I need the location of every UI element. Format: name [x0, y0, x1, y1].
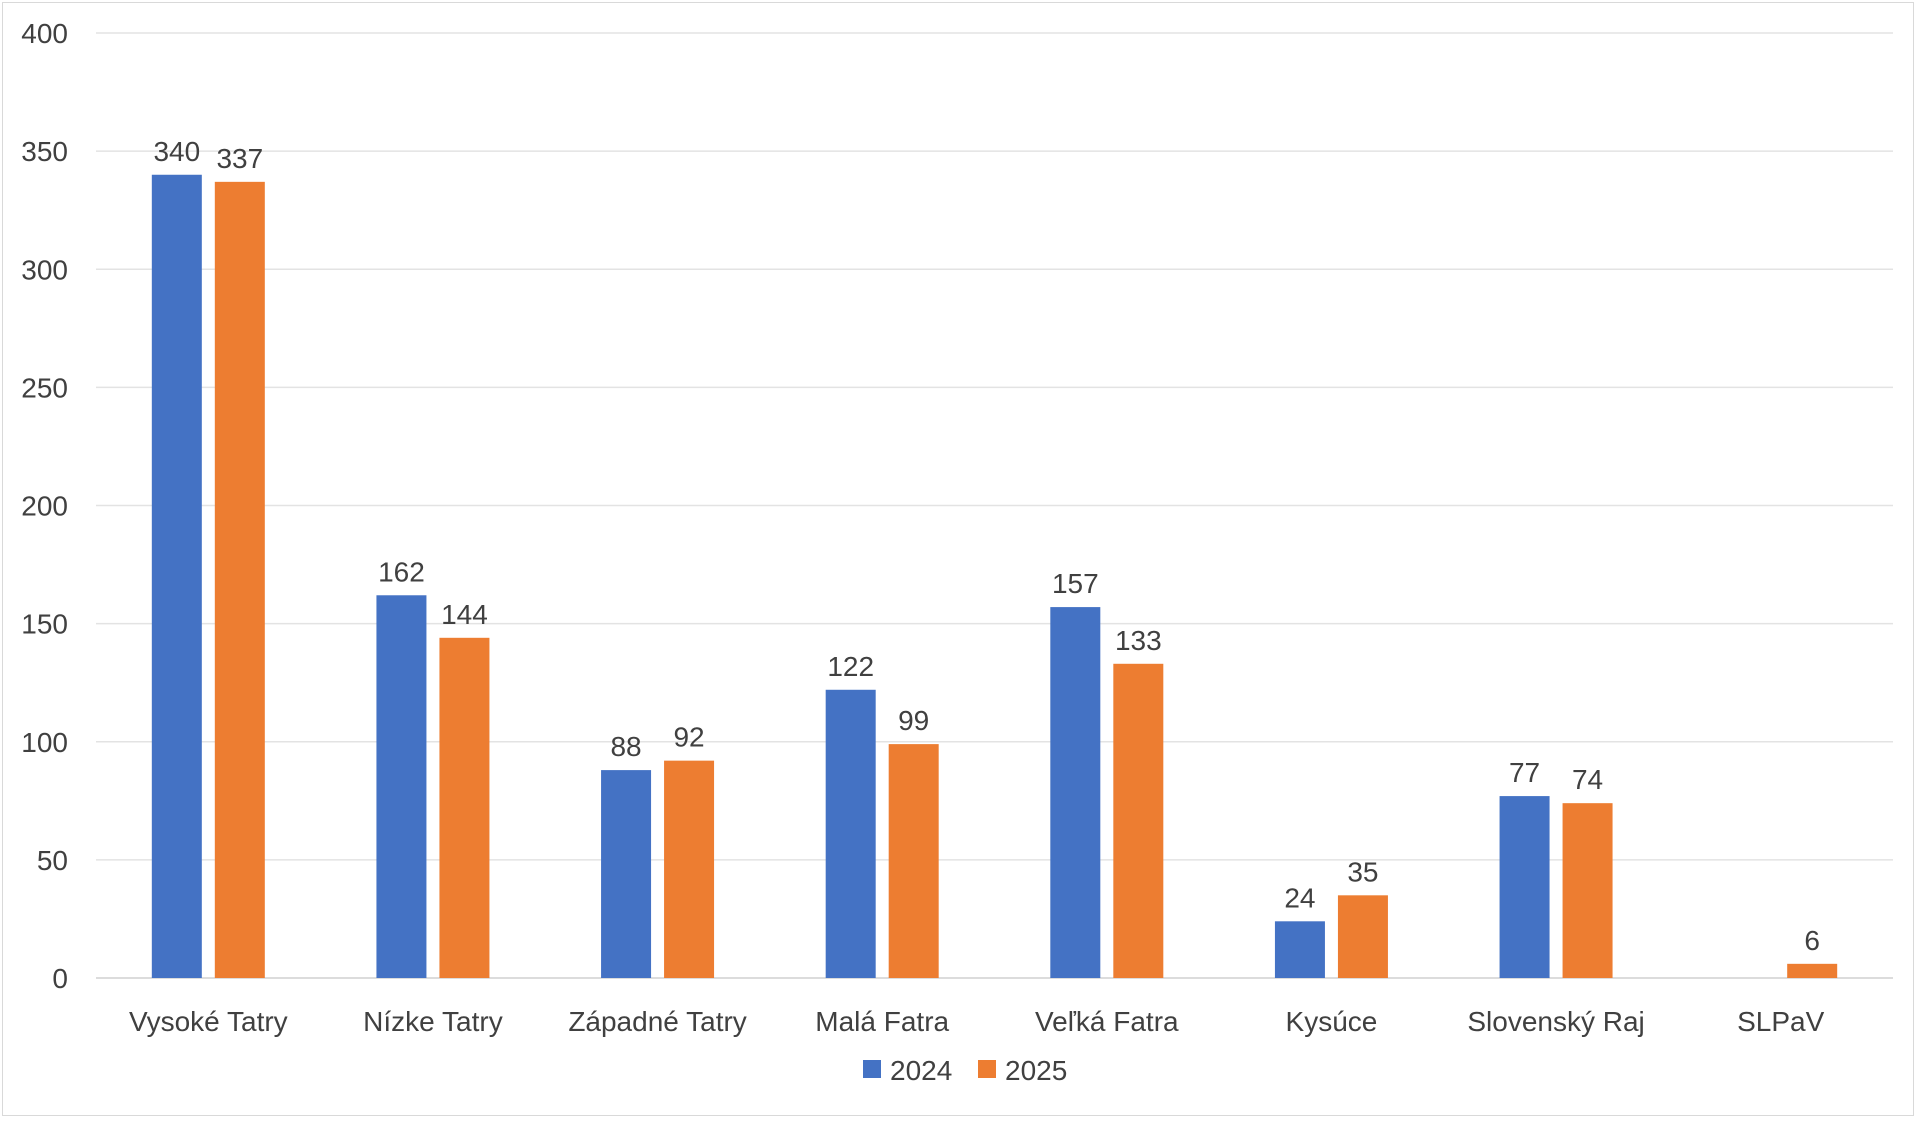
x-axis-categories: Vysoké Tatry Nízke Tatry Západné Tatry Malá… — [129, 1006, 1825, 1037]
bar-2024-4 — [825, 689, 876, 978]
bar-2024-7 — [1499, 796, 1550, 978]
data-label-2025-6: 35 — [1347, 856, 1378, 887]
category-label: SLPaV — [1737, 1006, 1824, 1037]
bar-2025-8 — [1787, 963, 1838, 978]
data-label-2025-8: 6 — [1804, 925, 1820, 956]
category-label: Malá Fatra — [815, 1006, 949, 1037]
bar-2025-1 — [214, 181, 265, 978]
data-label-2024-4: 122 — [827, 651, 874, 682]
data-label-2025-3: 92 — [673, 722, 704, 753]
y-tick-label: 250 — [21, 372, 68, 403]
legend-label-2025: 2025 — [1005, 1055, 1067, 1086]
y-tick-label: 400 — [21, 18, 68, 49]
y-tick-label: 100 — [21, 727, 68, 758]
y-tick-label: 350 — [21, 136, 68, 167]
y-axis-ticks: 0 50 100 150 200 250 300 350 400 — [21, 18, 68, 994]
y-tick-label: 150 — [21, 609, 68, 640]
data-label-2025-4: 99 — [898, 705, 929, 736]
legend: 2024 2025 — [863, 1055, 1067, 1086]
category-label: Vysoké Tatry — [129, 1006, 288, 1037]
data-label-2024-2: 162 — [378, 556, 425, 587]
y-tick-label: 50 — [37, 845, 68, 876]
bar-2025-3 — [664, 760, 715, 978]
bar-2024-2 — [376, 595, 427, 978]
y-tick-label: 200 — [21, 491, 68, 522]
y-tick-label: 0 — [52, 963, 68, 994]
bar-2024-6 — [1274, 921, 1325, 978]
bar-2024-3 — [601, 770, 652, 978]
bar-2025-5 — [1113, 663, 1164, 978]
bar-2025-7 — [1562, 803, 1613, 978]
data-label-2024-5: 157 — [1052, 568, 1099, 599]
category-label: Veľká Fatra — [1035, 1006, 1179, 1037]
category-label: Západné Tatry — [568, 1006, 747, 1037]
category-label: Nízke Tatry — [363, 1006, 503, 1037]
legend-label-2024: 2024 — [890, 1055, 952, 1086]
data-label-2024-1: 340 — [153, 136, 200, 167]
y-tick-label: 300 — [21, 254, 68, 285]
gridlines — [96, 32, 1893, 979]
bar-2025-6 — [1337, 895, 1388, 978]
data-label-2025-2: 144 — [441, 599, 488, 630]
legend-swatch-2025 — [978, 1060, 996, 1078]
data-label-2024-6: 24 — [1284, 882, 1315, 913]
category-label: Slovenský Raj — [1467, 1006, 1644, 1037]
bar-2024-1 — [151, 174, 202, 978]
data-labels: 340 337 162 144 88 92 122 99 157 133 24 35 77 74 6 — [153, 136, 1820, 956]
bars — [151, 174, 1838, 978]
bar-2024-5 — [1050, 607, 1101, 978]
bar-chart: 0 50 100 150 200 250 300 350 400 340 337 162 144 88 9… — [21, 18, 1893, 1086]
data-label-2025-1: 337 — [216, 143, 263, 174]
data-label-2024-7: 77 — [1509, 757, 1540, 788]
data-label-2025-5: 133 — [1115, 625, 1162, 656]
bar-2025-2 — [439, 637, 490, 978]
bar-2025-4 — [888, 744, 939, 978]
category-label: Kysúce — [1286, 1006, 1378, 1037]
legend-swatch-2024 — [863, 1060, 881, 1078]
data-label-2024-3: 88 — [610, 731, 641, 762]
data-label-2025-7: 74 — [1572, 764, 1603, 795]
